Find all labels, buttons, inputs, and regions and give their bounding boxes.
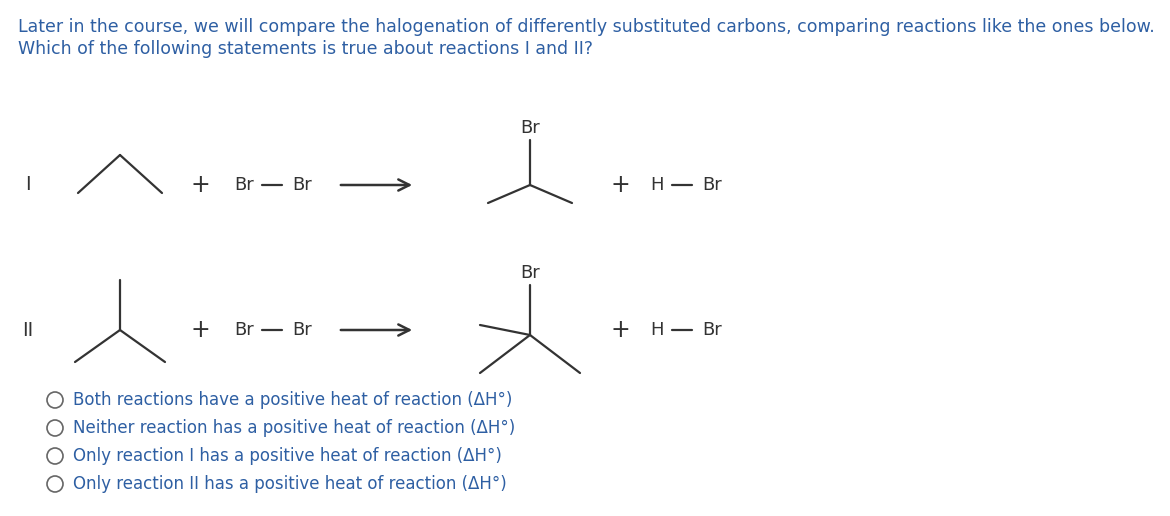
Text: Br: Br xyxy=(234,176,254,194)
Text: Br: Br xyxy=(702,321,722,339)
Text: Only reaction I has a positive heat of reaction (ΔH°): Only reaction I has a positive heat of r… xyxy=(73,447,502,465)
Text: Only reaction II has a positive heat of reaction (ΔH°): Only reaction II has a positive heat of … xyxy=(73,475,507,493)
Text: Both reactions have a positive heat of reaction (ΔH°): Both reactions have a positive heat of r… xyxy=(73,391,512,409)
Text: +: + xyxy=(610,318,629,342)
Text: Later in the course, we will compare the halogenation of differently substituted: Later in the course, we will compare the… xyxy=(18,18,1155,36)
Text: Br: Br xyxy=(292,321,312,339)
Text: Which of the following statements is true about reactions I and II?: Which of the following statements is tru… xyxy=(18,40,593,58)
Text: Br: Br xyxy=(521,119,539,137)
Text: Br: Br xyxy=(234,321,254,339)
Text: +: + xyxy=(610,173,629,197)
Text: Br: Br xyxy=(702,176,722,194)
Text: H: H xyxy=(651,176,663,194)
Text: H: H xyxy=(651,321,663,339)
Text: Br: Br xyxy=(521,264,539,282)
Text: II: II xyxy=(22,320,34,340)
Text: Neither reaction has a positive heat of reaction (ΔH°): Neither reaction has a positive heat of … xyxy=(73,419,515,437)
Text: Br: Br xyxy=(292,176,312,194)
Text: +: + xyxy=(190,173,209,197)
Text: +: + xyxy=(190,318,209,342)
Text: I: I xyxy=(26,175,30,195)
